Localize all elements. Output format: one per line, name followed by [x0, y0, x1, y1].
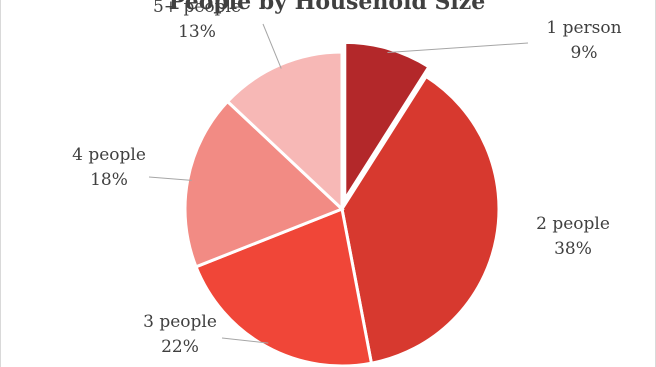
- value-label: 38%: [554, 239, 592, 259]
- category-label: 4 people: [72, 145, 146, 165]
- pie-slice-2-people: [340, 74, 501, 365]
- pie-slice-1-person: [343, 40, 431, 205]
- value-label: 9%: [571, 43, 598, 63]
- value-label: 22%: [161, 337, 199, 357]
- category-label: 5+ people: [153, 0, 241, 17]
- leader-line: [387, 42, 529, 53]
- slice-labels: 1 person 9% 2 people 38% 3 people 22% 4 people…: [72, 0, 622, 357]
- pie-slices: [183, 40, 501, 367]
- pie-slice-3-people: [194, 206, 374, 367]
- category-label: 3 people: [143, 312, 217, 332]
- leader-lines: [148, 23, 529, 344]
- leader-line: [148, 176, 192, 181]
- value-label: 18%: [90, 170, 128, 190]
- leader-line: [221, 337, 269, 344]
- chart-title: People by Household Size: [169, 0, 486, 15]
- category-label: 2 people: [536, 214, 610, 234]
- leader-line: [262, 23, 282, 69]
- value-label: 13%: [178, 22, 216, 42]
- category-label: 1 person: [546, 18, 621, 38]
